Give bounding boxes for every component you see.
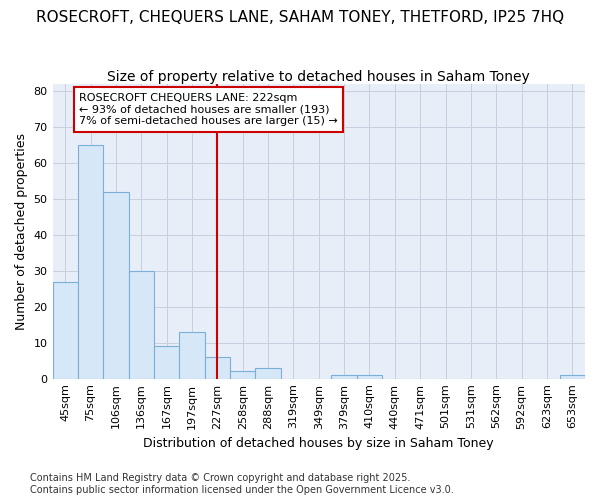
Bar [53, 282, 78, 378]
Bar [78, 145, 103, 378]
Bar [205, 357, 230, 378]
Bar [230, 372, 256, 378]
Text: Contains HM Land Registry data © Crown copyright and database right 2025.
Contai: Contains HM Land Registry data © Crown c… [30, 474, 454, 495]
Bar [154, 346, 179, 378]
Text: ROSECROFT CHEQUERS LANE: 222sqm
← 93% of detached houses are smaller (193)
7% of: ROSECROFT CHEQUERS LANE: 222sqm ← 93% of… [79, 93, 338, 126]
Bar [256, 368, 281, 378]
Y-axis label: Number of detached properties: Number of detached properties [15, 133, 28, 330]
Bar [179, 332, 205, 378]
Bar [103, 192, 128, 378]
Title: Size of property relative to detached houses in Saham Toney: Size of property relative to detached ho… [107, 70, 530, 84]
Bar [128, 271, 154, 378]
Bar [357, 375, 382, 378]
X-axis label: Distribution of detached houses by size in Saham Toney: Distribution of detached houses by size … [143, 437, 494, 450]
Bar [331, 375, 357, 378]
Bar [560, 375, 585, 378]
Text: ROSECROFT, CHEQUERS LANE, SAHAM TONEY, THETFORD, IP25 7HQ: ROSECROFT, CHEQUERS LANE, SAHAM TONEY, T… [36, 10, 564, 25]
